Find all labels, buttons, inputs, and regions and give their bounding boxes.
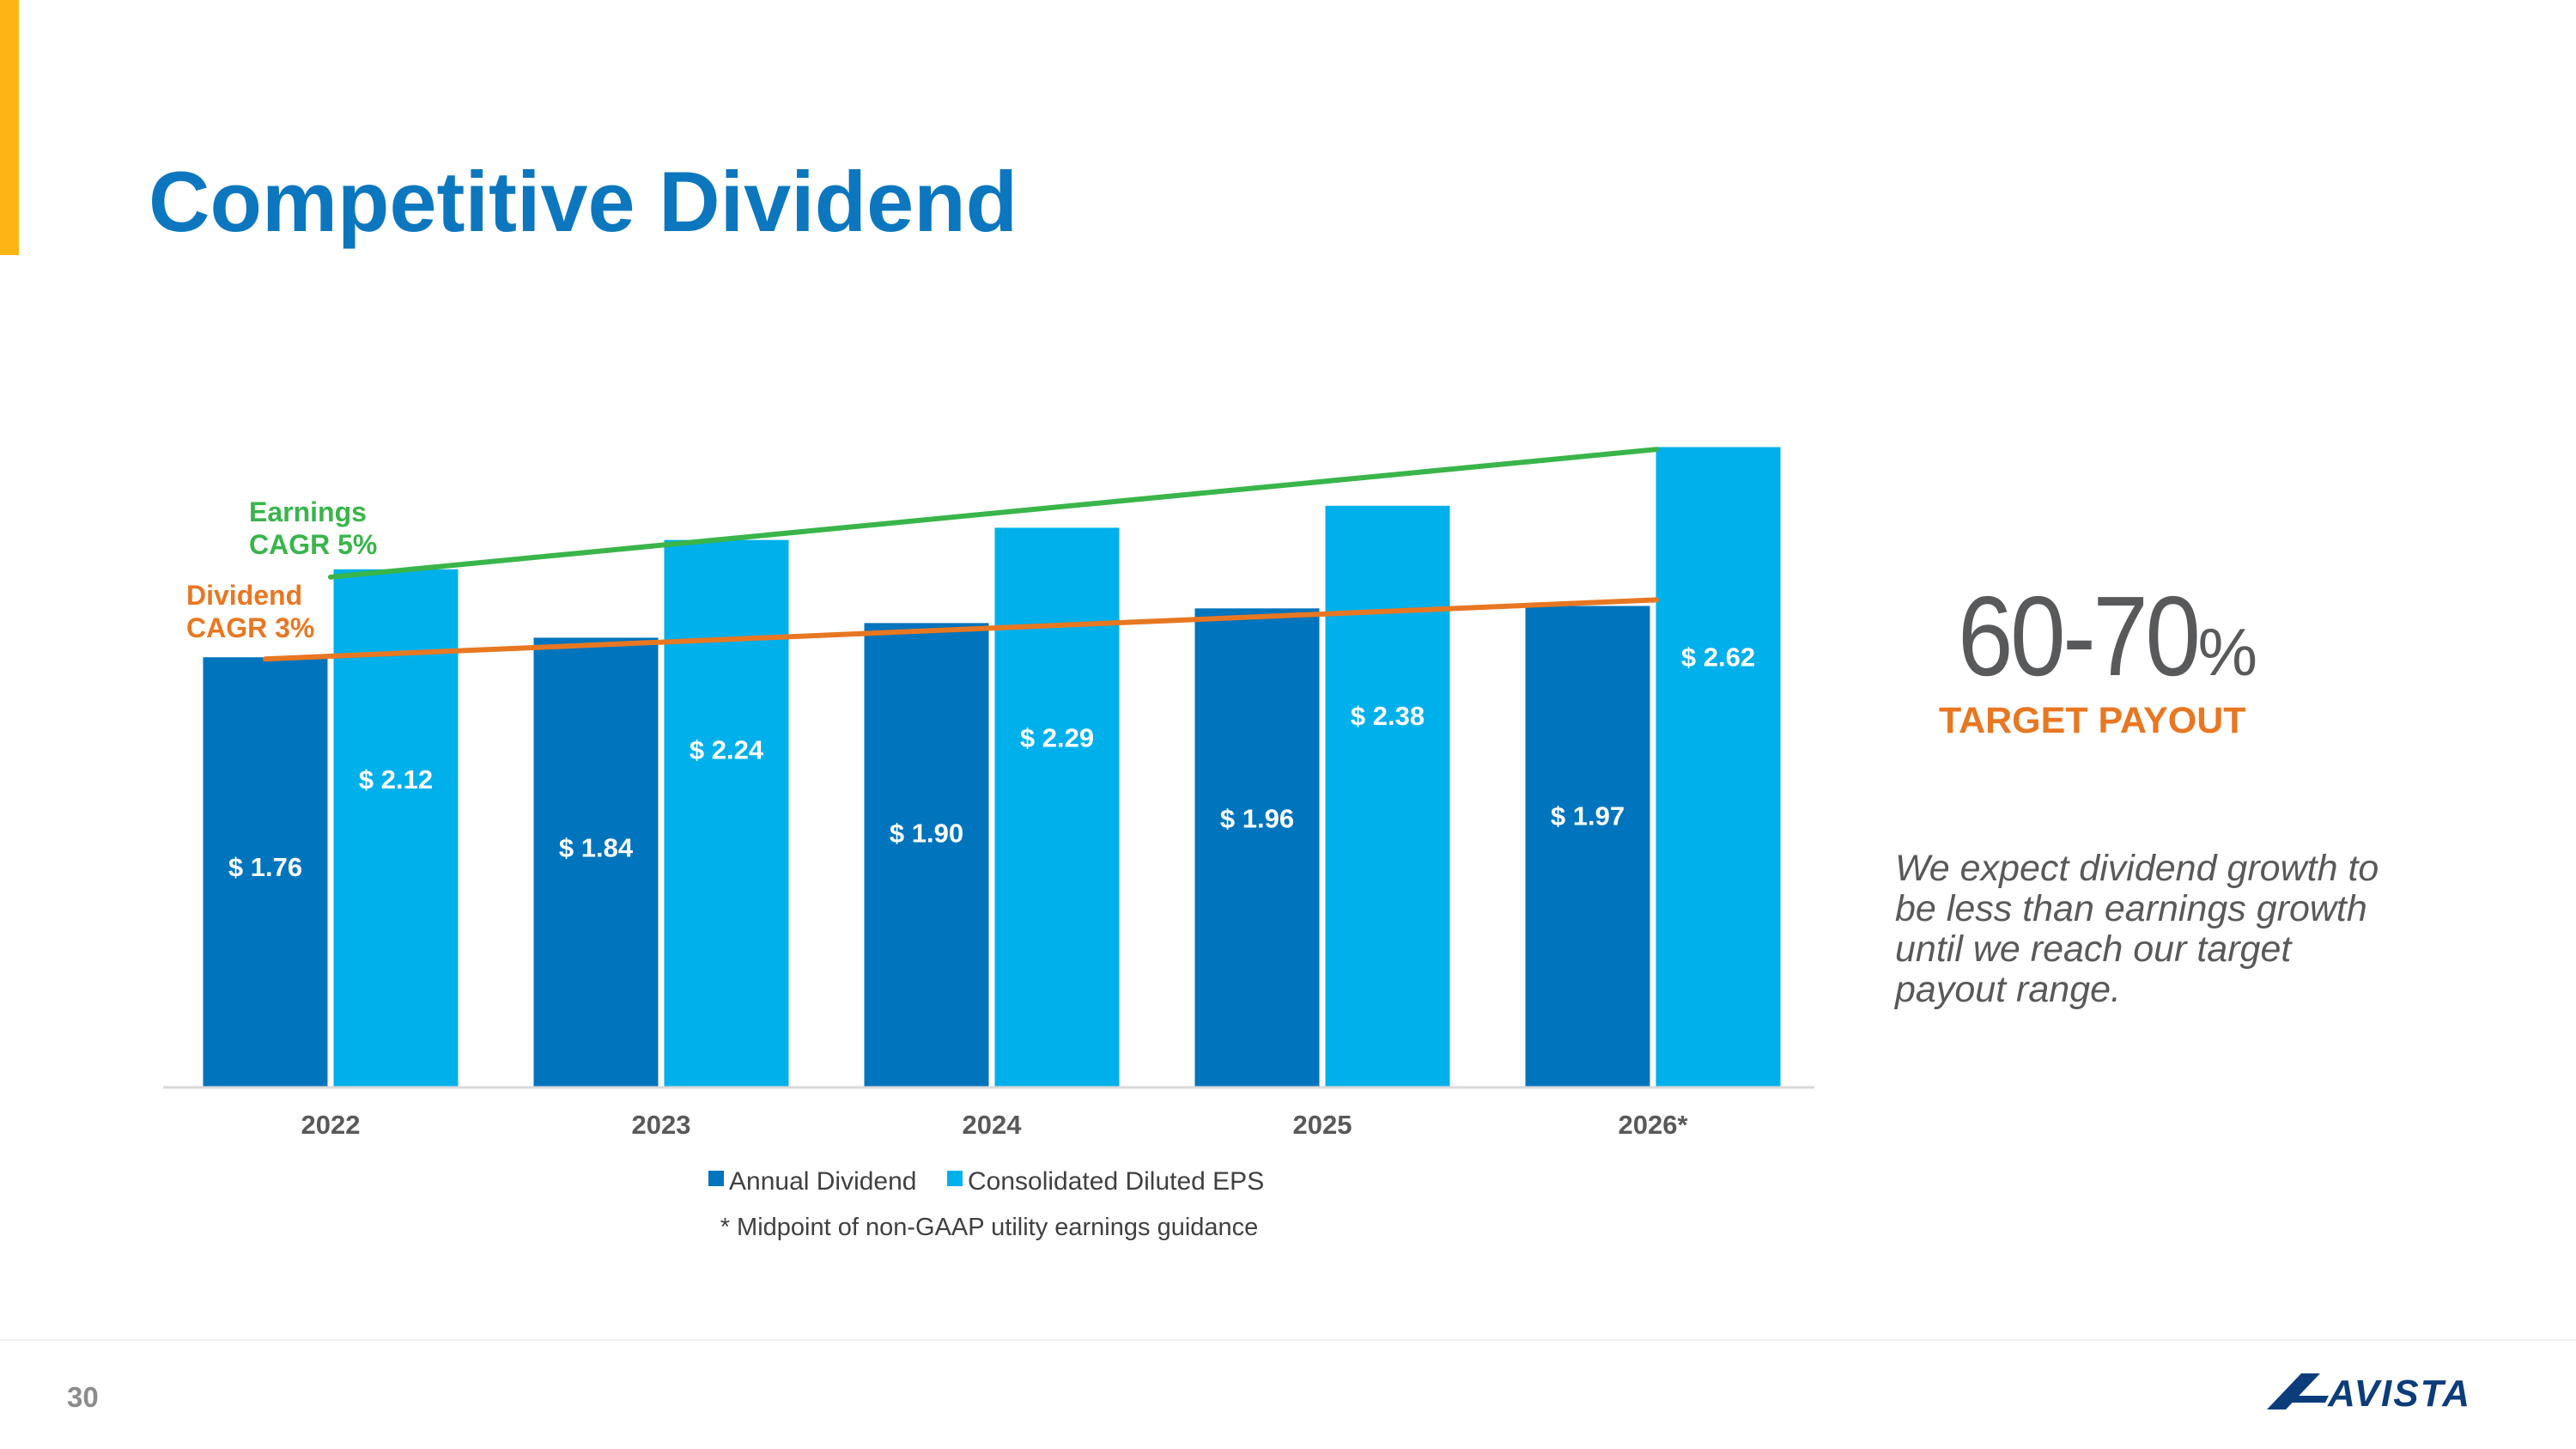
eps-bar xyxy=(333,569,459,1087)
eps-bar xyxy=(994,527,1120,1087)
payout-range-value: 60-70 xyxy=(1958,573,2201,699)
legend-annual-dividend: Annual Dividend xyxy=(729,1167,916,1196)
dividend-value-label: $ 1.76 xyxy=(228,852,302,882)
logo-swoosh-icon xyxy=(2267,1373,2320,1409)
target-payout-range: 60-70% xyxy=(1958,580,2290,693)
x-tick-label: 2024 xyxy=(963,1110,1023,1140)
eps-value-label: $ 2.12 xyxy=(359,764,433,795)
logo-swoosh-icon xyxy=(2281,1396,2329,1403)
page-title: Competitive Dividend xyxy=(149,154,1018,249)
x-tick-label: 2022 xyxy=(301,1110,361,1140)
payout-percent-sign: % xyxy=(2197,614,2257,690)
earnings-cagr-label: CAGR 5% xyxy=(249,529,377,560)
eps-bar xyxy=(1325,505,1450,1087)
eps-value-label: $ 2.62 xyxy=(1681,642,1755,673)
eps-value-label: $ 2.29 xyxy=(1020,722,1094,752)
dividend-bar xyxy=(1525,606,1650,1087)
dividend-cagr-label: CAGR 3% xyxy=(186,612,314,643)
avista-logo: AVISTA xyxy=(2267,1373,2471,1411)
dividend-cagr-label: Dividend xyxy=(186,580,302,611)
legend-consolidated-eps: Consolidated Diluted EPS xyxy=(968,1167,1264,1196)
dividend-cagr-line xyxy=(263,597,1659,662)
svg-text:AVISTA: AVISTA xyxy=(2327,1373,2471,1411)
legend-swatch xyxy=(708,1171,724,1186)
legend-swatch xyxy=(947,1171,963,1186)
eps-value-label: $ 2.24 xyxy=(690,735,764,765)
chart-footnote: * Midpoint of non-GAAP utility earnings … xyxy=(720,1214,1259,1241)
earnings-cagr-label: Earnings xyxy=(249,496,367,527)
earnings-cagr-line xyxy=(328,447,1659,580)
x-tick-label: 2026* xyxy=(1618,1110,1688,1140)
dividend-value-label: $ 1.84 xyxy=(559,832,634,862)
dividend-bar xyxy=(1194,608,1320,1087)
dividend-growth-statement: We expect dividend growth to be less tha… xyxy=(1895,848,2379,1010)
footer-divider xyxy=(0,1339,2576,1341)
dividend-value-label: $ 1.90 xyxy=(890,818,963,848)
accent-bar xyxy=(0,0,19,255)
eps-bar xyxy=(1656,447,1781,1087)
page-number: 30 xyxy=(67,1381,99,1413)
eps-bar xyxy=(664,539,789,1087)
dividend-bar xyxy=(533,637,659,1087)
target-payout-caption: TARGET PAYOUT xyxy=(1939,700,2246,741)
dividend-bar xyxy=(203,657,328,1087)
dividend-value-label: $ 1.96 xyxy=(1220,803,1294,833)
x-tick-label: 2025 xyxy=(1293,1110,1352,1140)
eps-value-label: $ 2.38 xyxy=(1351,701,1425,731)
x-tick-label: 2023 xyxy=(632,1110,691,1140)
dividend-bar xyxy=(864,623,989,1087)
dividend-value-label: $ 1.97 xyxy=(1551,801,1625,831)
